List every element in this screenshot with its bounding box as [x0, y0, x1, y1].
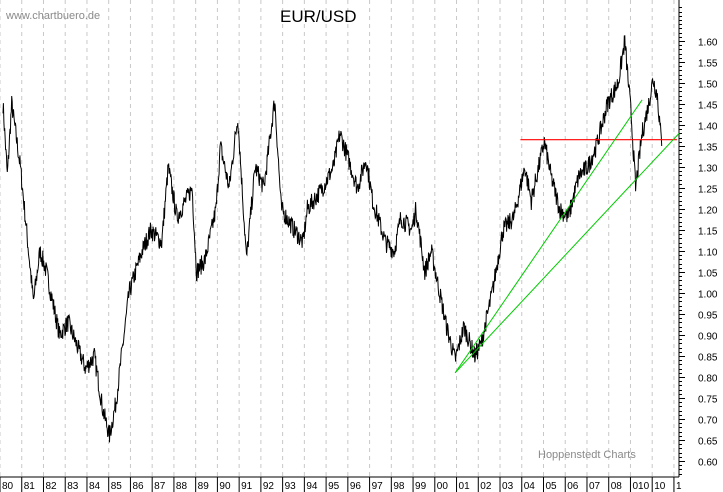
x-tick-label: 1 [676, 481, 682, 492]
x-tick-label: 90 [219, 481, 231, 492]
x-tick-label: 95 [328, 481, 340, 492]
y-tick-label: 1.60 [698, 38, 718, 49]
y-tick-label: 0.80 [698, 374, 718, 385]
y-tick-label: 1.05 [698, 269, 718, 280]
x-tick-label: 05 [546, 481, 558, 492]
x-tick-label: 96 [350, 481, 362, 492]
chart-title: EUR/USD [280, 7, 357, 26]
y-tick-label: 1.10 [698, 248, 718, 259]
source-watermark: www.chartbuero.de [6, 10, 101, 22]
y-tick-label: 1.25 [698, 185, 718, 196]
x-tick-label: 98 [393, 481, 405, 492]
x-tick-label: 03 [502, 481, 514, 492]
x-tick-label: 10 [654, 481, 666, 492]
y-tick-label: 1.50 [698, 80, 718, 91]
y-tick-label: 0.75 [698, 395, 718, 406]
y-tick-label: 1.00 [698, 290, 718, 301]
provider-watermark: Hoppenstedt Charts [538, 449, 636, 461]
upper-trendline [454, 99, 643, 374]
x-tick-label: 84 [89, 481, 101, 492]
x-tick-label: 06 [567, 481, 579, 492]
x-tick-label: 04 [524, 481, 536, 492]
x-tick-label: 00 [437, 481, 449, 492]
x-tick-label: 89 [198, 481, 210, 492]
y-tick-label: 1.40 [698, 122, 718, 133]
x-tick-label: 85 [111, 481, 123, 492]
y-tick-label: 0.95 [698, 311, 718, 322]
y-tick-label: 1.35 [698, 143, 718, 154]
x-tick-label: 92 [263, 481, 275, 492]
y-tick-label: 1.45 [698, 101, 718, 112]
y-tick-label: 1.55 [698, 59, 718, 70]
x-tick-label: 99 [415, 481, 427, 492]
x-tick-label: 07 [589, 481, 601, 492]
price-line [2, 35, 663, 443]
y-tick-label: 0.85 [698, 353, 718, 364]
y-tick-label: 1.20 [698, 206, 718, 217]
x-tick-label: 08 [611, 481, 623, 492]
x-tick-label: 83 [67, 481, 79, 492]
y-tick-label: 1.15 [698, 227, 718, 238]
x-tick-label: 87 [154, 481, 166, 492]
x-tick-label: 97 [372, 481, 384, 492]
y-tick-label: 0.60 [698, 458, 718, 469]
y-tick-label: 0.90 [698, 332, 718, 343]
x-tick-label: 82 [45, 481, 57, 492]
y-tick-label: 0.70 [698, 416, 718, 427]
y-tick-label: 1.30 [698, 164, 718, 175]
x-tick-label: 91 [241, 481, 253, 492]
x-tick-label: 80 [2, 481, 14, 492]
x-tick-label: 01 [459, 481, 471, 492]
x-tick-label: 02 [480, 481, 492, 492]
lower-trendline [454, 133, 680, 374]
x-tick-label: 86 [132, 481, 144, 492]
y-tick-label: 0.65 [698, 437, 718, 448]
x-tick-label: 010 [632, 481, 649, 492]
x-tick-label: 93 [285, 481, 297, 492]
x-tick-label: 94 [306, 481, 318, 492]
x-tick-label: 81 [24, 481, 36, 492]
x-tick-label: 88 [176, 481, 188, 492]
